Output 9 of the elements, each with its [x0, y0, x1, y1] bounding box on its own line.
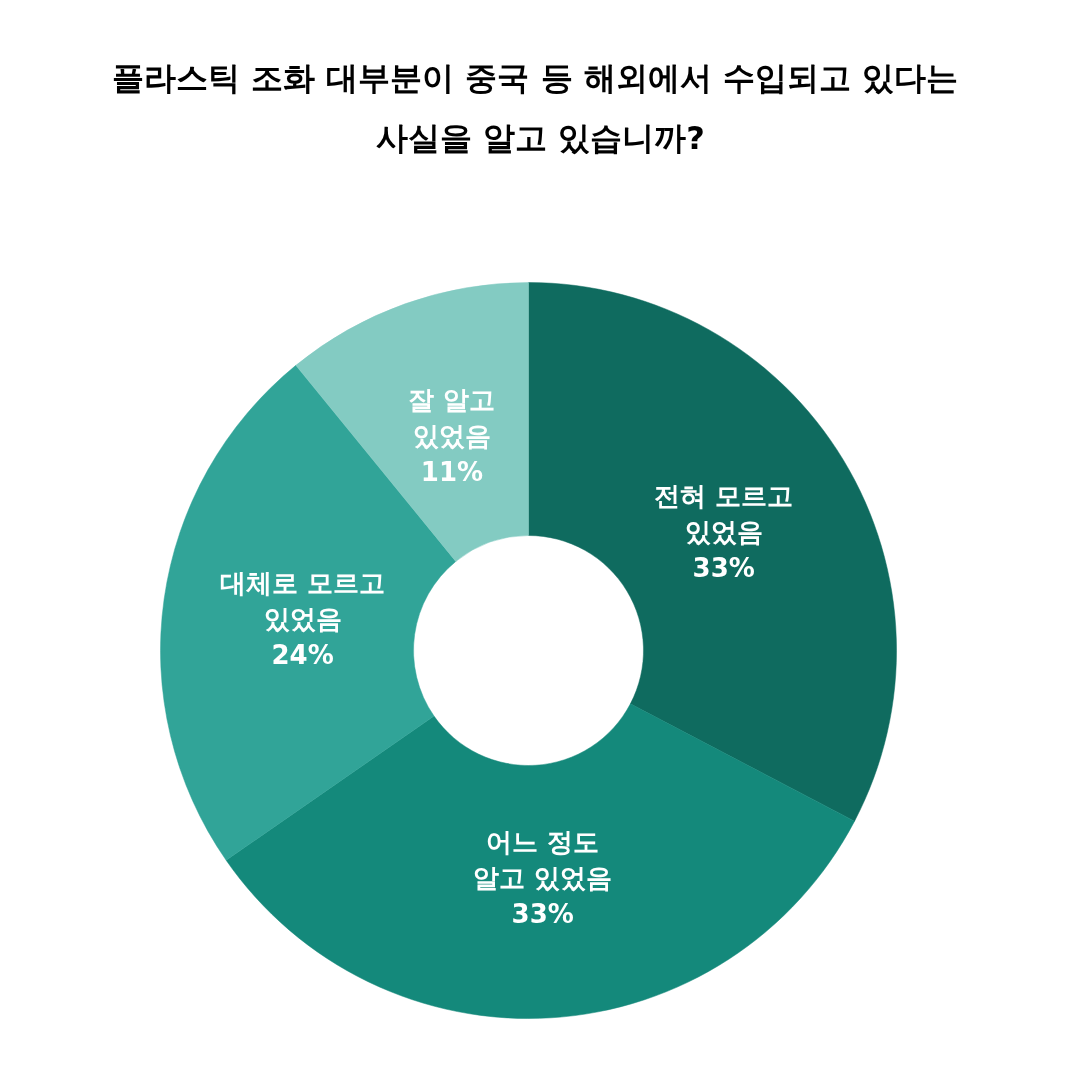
slice-label: 잘 알고 있었음	[408, 384, 496, 451]
chart-title: 플라스틱 조화 대부분이 중국 등 해외에서 수입되고 있다는 사실을 알고 있습니까?	[111, 58, 958, 157]
slice-label: 어느 정도 알고 있었음	[473, 827, 613, 894]
data-label: 33%	[511, 899, 574, 930]
slice-label: 대체로 모르고 있었음	[220, 567, 386, 634]
data-label: 24%	[271, 639, 334, 670]
data-label: 11%	[420, 456, 484, 487]
slice-label: 전혀 모르고 있었음	[654, 481, 794, 548]
data-label: 33%	[692, 553, 755, 584]
